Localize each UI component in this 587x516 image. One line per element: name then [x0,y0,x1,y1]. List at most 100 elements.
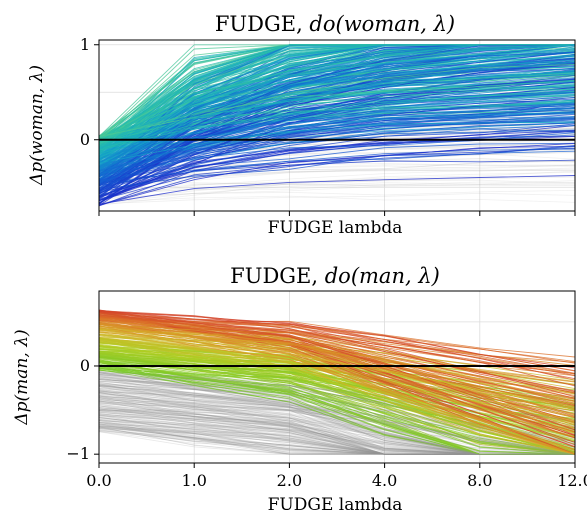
series-line [98,339,576,455]
series-line [98,101,576,145]
series-line [98,310,576,369]
x-ticks-man: 0.0 1.0 2.0 4.0 8.0 12.0 [86,463,587,490]
series-line [98,380,576,455]
series-line [98,145,576,191]
series-line [98,170,576,203]
series-line [98,384,576,455]
series-line [98,44,575,140]
series-line [98,44,576,151]
series-line [98,59,576,197]
series-line [98,362,575,455]
series-line [98,147,576,206]
series-line [98,385,576,455]
series-line [98,388,576,455]
series-line [98,428,575,455]
x-axis-label-man: FUDGE lambda [268,495,403,515]
series-line [98,104,576,187]
series-line [98,397,576,451]
series-line [98,180,576,204]
series-line [98,171,576,206]
series-line [98,331,576,455]
series-line [98,317,576,375]
series-line [98,385,576,455]
series-line [98,170,576,179]
plot-frame-man [98,290,576,464]
series-line [98,109,576,194]
plot-frame-woman [98,39,576,212]
series-line [98,181,576,195]
series-line [98,410,576,455]
series-line [98,313,576,439]
series-line [98,422,575,455]
series-line [98,118,576,188]
series-line [98,55,576,164]
series-line [98,169,576,184]
series-line [98,314,576,374]
series-line [98,379,576,455]
series-line [98,152,576,176]
series-line [98,334,576,416]
series-line [98,70,576,183]
series-line [98,405,576,455]
series-line [98,395,576,455]
series-line [98,405,575,455]
chart-title-woman: FUDGE, do(woman, λ) [215,12,455,36]
series-line [98,63,576,167]
series-line [98,428,576,455]
x-tick-label: 4.0 [372,471,397,490]
series-line [98,80,576,139]
series-line [98,369,576,455]
panel-woman: FUDGE, do(woman, λ) 01 FUDGE lambda Δp(w… [27,12,576,238]
series-line [98,393,576,455]
series-lines-woman [98,44,576,207]
series-line [98,107,576,172]
series-line [98,165,576,183]
x-axis-label-woman: FUDGE lambda [268,218,403,238]
series-line [98,385,576,455]
series-line [98,409,576,455]
chart-title-man: FUDGE, do(man, λ) [230,264,440,288]
y-ticks-woman: 01 [80,35,99,149]
series-line [98,182,576,196]
series-line [98,88,576,151]
series-lines-man [98,309,576,455]
series-line [98,350,576,432]
series-line [98,44,576,147]
series-line [98,116,576,184]
series-line [98,322,576,409]
series-line [98,338,576,455]
series-line [98,168,576,199]
series-line [98,394,576,455]
series-line [98,318,576,419]
series-line [98,398,576,452]
series-line [98,371,576,430]
series-line [98,44,576,192]
x-tick-label: 1.0 [181,471,206,490]
series-line [98,148,576,186]
y-axis-label-man: Δp(man, λ) [12,329,32,425]
series-line [98,330,576,411]
series-line [98,407,576,455]
series-line [98,142,576,206]
series-line [98,317,576,415]
series-line [98,105,576,186]
series-line [98,69,576,159]
series-line [98,388,576,455]
series-line [98,142,576,189]
y-tick-label: 0 [80,356,90,375]
panel-man: FUDGE, do(man, λ) −1 0 0.0 1.0 2.0 4.0 8.0 12.… [12,264,587,515]
series-line [98,91,576,171]
series-line [98,367,576,455]
series-line [98,179,576,194]
series-line [98,379,576,455]
series-line [98,102,576,159]
x-ticks-woman [98,211,576,216]
series-line [98,44,576,165]
series-line [98,372,576,455]
y-tick-label: −1 [66,444,90,463]
series-line [98,175,576,205]
series-line [98,190,576,199]
series-line [98,51,576,182]
series-line [98,312,576,376]
